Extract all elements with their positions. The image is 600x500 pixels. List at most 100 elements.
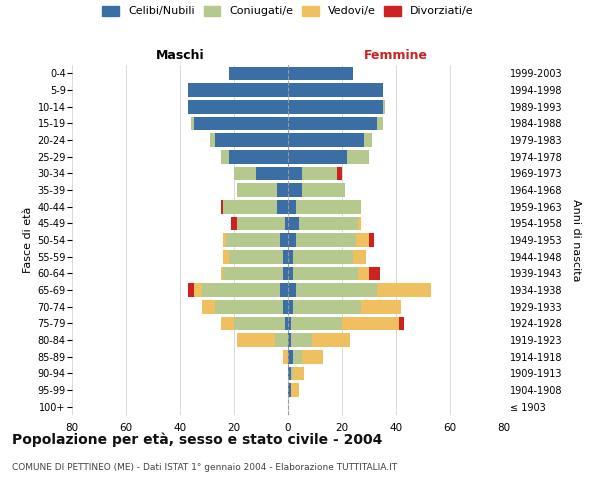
Bar bbox=[221, 316, 234, 330]
Bar bbox=[302, 183, 344, 197]
Bar bbox=[358, 216, 361, 230]
Text: Femmine: Femmine bbox=[364, 48, 428, 62]
Bar bbox=[236, 183, 277, 197]
Bar bbox=[299, 216, 358, 230]
Bar bbox=[202, 283, 280, 297]
Bar bbox=[290, 366, 293, 380]
Bar bbox=[223, 266, 283, 280]
Bar bbox=[229, 250, 283, 264]
Bar bbox=[223, 233, 226, 247]
Bar bbox=[369, 266, 380, 280]
Bar bbox=[288, 316, 290, 330]
Bar bbox=[288, 366, 290, 380]
Bar bbox=[215, 133, 288, 147]
Bar bbox=[277, 200, 288, 213]
Bar bbox=[256, 166, 288, 180]
Bar bbox=[293, 266, 358, 280]
Bar bbox=[293, 366, 304, 380]
Bar bbox=[280, 233, 288, 247]
Bar bbox=[288, 333, 290, 347]
Bar bbox=[288, 83, 383, 97]
Bar bbox=[302, 166, 337, 180]
Bar bbox=[288, 100, 383, 114]
Bar bbox=[361, 300, 401, 314]
Bar bbox=[288, 200, 296, 213]
Bar bbox=[288, 383, 290, 397]
Bar bbox=[293, 300, 361, 314]
Bar bbox=[283, 350, 288, 364]
Bar bbox=[355, 233, 369, 247]
Bar bbox=[288, 183, 302, 197]
Bar bbox=[223, 200, 277, 213]
Bar bbox=[210, 133, 215, 147]
Bar bbox=[288, 266, 293, 280]
Bar bbox=[188, 100, 288, 114]
Bar bbox=[377, 283, 431, 297]
Bar bbox=[283, 250, 288, 264]
Bar bbox=[288, 283, 296, 297]
Text: Maschi: Maschi bbox=[155, 48, 205, 62]
Bar bbox=[290, 333, 313, 347]
Bar bbox=[193, 116, 288, 130]
Bar bbox=[313, 333, 350, 347]
Bar bbox=[347, 150, 369, 164]
Bar bbox=[399, 316, 404, 330]
Bar bbox=[288, 300, 293, 314]
Bar bbox=[290, 383, 299, 397]
Bar bbox=[229, 150, 288, 164]
Bar bbox=[288, 66, 353, 80]
Bar bbox=[188, 83, 288, 97]
Bar bbox=[290, 316, 342, 330]
Bar bbox=[226, 233, 280, 247]
Bar bbox=[286, 316, 288, 330]
Bar bbox=[288, 166, 302, 180]
Bar bbox=[369, 233, 374, 247]
Bar bbox=[286, 216, 288, 230]
Text: Popolazione per età, sesso e stato civile - 2004: Popolazione per età, sesso e stato civil… bbox=[12, 432, 382, 447]
Bar bbox=[288, 350, 293, 364]
Bar bbox=[296, 233, 356, 247]
Bar bbox=[191, 116, 193, 130]
Bar bbox=[377, 116, 383, 130]
Bar bbox=[288, 116, 377, 130]
Bar bbox=[280, 283, 288, 297]
Bar bbox=[223, 250, 229, 264]
Bar bbox=[288, 150, 347, 164]
Bar bbox=[296, 283, 377, 297]
Bar bbox=[288, 250, 293, 264]
Bar bbox=[293, 250, 353, 264]
Bar bbox=[288, 133, 364, 147]
Bar bbox=[232, 216, 236, 230]
Bar bbox=[296, 200, 361, 213]
Text: COMUNE DI PETTINEO (ME) - Dati ISTAT 1° gennaio 2004 - Elaborazione TUTTITALIA.I: COMUNE DI PETTINEO (ME) - Dati ISTAT 1° … bbox=[12, 462, 397, 471]
Legend: Celibi/Nubili, Coniugati/e, Vedovi/e, Divorziati/e: Celibi/Nubili, Coniugati/e, Vedovi/e, Di… bbox=[103, 6, 473, 16]
Bar bbox=[283, 266, 288, 280]
Bar bbox=[383, 100, 385, 114]
Bar bbox=[337, 166, 342, 180]
Bar bbox=[221, 266, 223, 280]
Bar bbox=[236, 333, 275, 347]
Bar bbox=[288, 216, 299, 230]
Bar bbox=[275, 333, 288, 347]
Bar bbox=[283, 300, 288, 314]
Bar bbox=[202, 300, 215, 314]
Bar bbox=[353, 250, 366, 264]
Y-axis label: Fasce di età: Fasce di età bbox=[23, 207, 33, 273]
Bar bbox=[188, 283, 193, 297]
Bar bbox=[277, 183, 288, 197]
Bar bbox=[193, 283, 202, 297]
Bar bbox=[221, 200, 223, 213]
Bar bbox=[342, 316, 398, 330]
Bar bbox=[234, 316, 286, 330]
Bar bbox=[288, 233, 296, 247]
Bar bbox=[234, 166, 256, 180]
Bar bbox=[229, 66, 288, 80]
Bar bbox=[215, 300, 283, 314]
Bar bbox=[358, 266, 369, 280]
Y-axis label: Anni di nascita: Anni di nascita bbox=[571, 198, 581, 281]
Bar bbox=[221, 150, 229, 164]
Bar bbox=[293, 350, 302, 364]
Bar bbox=[302, 350, 323, 364]
Bar bbox=[236, 216, 286, 230]
Bar bbox=[364, 133, 372, 147]
